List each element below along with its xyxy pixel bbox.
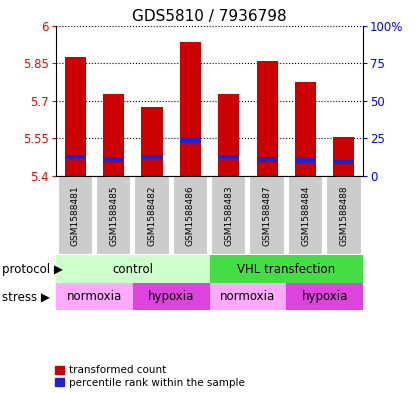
Text: protocol ▶: protocol ▶ [2, 263, 63, 276]
Title: GDS5810 / 7936798: GDS5810 / 7936798 [132, 9, 287, 24]
Bar [142, 154, 163, 159]
Text: hypoxia: hypoxia [302, 290, 348, 303]
Bar [211, 176, 247, 255]
Bar [256, 61, 278, 176]
Bar [218, 94, 239, 176]
Bar [142, 107, 163, 176]
Bar [103, 157, 124, 162]
Bar [65, 154, 86, 159]
Text: VHL transfection: VHL transfection [237, 263, 335, 276]
Bar [295, 82, 316, 176]
Text: GSM1588482: GSM1588482 [147, 185, 156, 246]
Bar [56, 283, 133, 310]
Text: stress ▶: stress ▶ [2, 290, 50, 303]
Bar [333, 137, 354, 176]
Text: GSM1588488: GSM1588488 [339, 185, 349, 246]
Bar [218, 154, 239, 159]
Bar [180, 42, 201, 176]
Text: GSM1588481: GSM1588481 [71, 185, 80, 246]
Text: GSM1588483: GSM1588483 [224, 185, 233, 246]
Bar [58, 176, 93, 255]
Text: GSM1588487: GSM1588487 [263, 185, 272, 246]
Bar [249, 176, 285, 255]
Bar [286, 283, 363, 310]
Bar [333, 160, 354, 164]
Text: normoxia: normoxia [67, 290, 122, 303]
Text: hypoxia: hypoxia [148, 290, 194, 303]
Bar [288, 176, 323, 255]
Text: GSM1588485: GSM1588485 [109, 185, 118, 246]
Bar [133, 283, 210, 310]
Bar [103, 94, 124, 176]
Text: normoxia: normoxia [220, 290, 276, 303]
Bar [326, 176, 361, 255]
Text: GSM1588484: GSM1588484 [301, 185, 310, 246]
Bar [96, 176, 131, 255]
Legend: transformed count, percentile rank within the sample: transformed count, percentile rank withi… [55, 365, 244, 388]
Bar [65, 57, 86, 176]
Bar [256, 157, 278, 162]
Bar [210, 283, 286, 310]
Text: control: control [112, 263, 153, 276]
Bar [56, 255, 210, 283]
Bar [134, 176, 170, 255]
Bar [210, 255, 363, 283]
Bar [180, 138, 201, 143]
Bar [173, 176, 208, 255]
Text: GSM1588486: GSM1588486 [186, 185, 195, 246]
Bar [295, 158, 316, 163]
